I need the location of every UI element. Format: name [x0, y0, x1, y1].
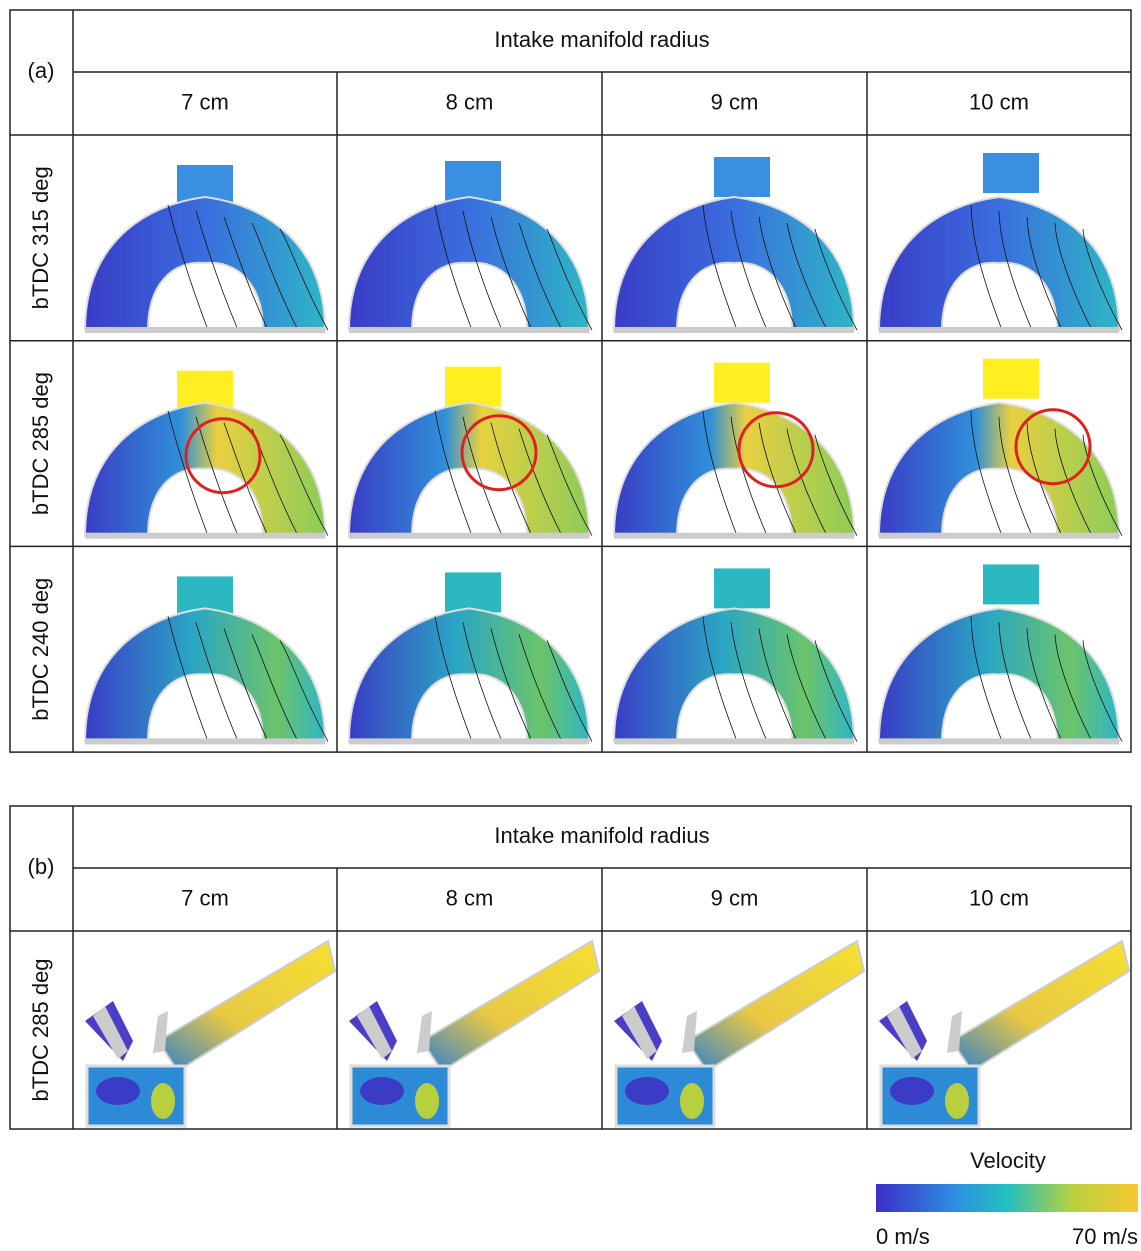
colorbar-title: Velocity: [970, 1148, 1046, 1173]
colorbar-min: 0 m/s: [876, 1224, 930, 1249]
simulation-image: [614, 568, 857, 744]
base: [349, 327, 589, 333]
port-tube: [952, 941, 1129, 1071]
port-tube: [158, 941, 335, 1071]
base: [85, 738, 325, 744]
simulation-image: [85, 371, 328, 539]
manifold-stem: [445, 161, 501, 201]
base: [879, 738, 1119, 744]
simulation-image: [349, 941, 599, 1126]
vortex: [415, 1083, 439, 1119]
base: [614, 738, 854, 744]
simulation-image: [614, 363, 857, 539]
base: [614, 533, 854, 539]
simulation-image: [614, 941, 864, 1126]
port-tube: [687, 941, 864, 1071]
colorbar: [876, 1184, 1138, 1212]
column-label: 10 cm: [969, 885, 1029, 910]
simulation-image: [349, 572, 592, 744]
base: [349, 738, 589, 744]
valve-stem: [622, 1006, 697, 1059]
header: Intake manifold radius: [494, 823, 709, 848]
column-label: 9 cm: [711, 885, 759, 910]
manifold-arch: [349, 403, 589, 536]
vortex: [151, 1083, 175, 1119]
valve-stem: [93, 1006, 168, 1059]
simulation-image: [349, 161, 592, 333]
manifold-stem: [983, 359, 1039, 399]
figure: Velocity 0 m/s 70 m/s (a) Intake manifold…: [0, 0, 1141, 1251]
manifold-stem: [714, 157, 770, 197]
panel-label: (b): [28, 854, 55, 879]
simulation-image: [614, 157, 857, 333]
base: [614, 327, 854, 333]
vortex: [945, 1083, 969, 1119]
manifold-stem: [445, 572, 501, 612]
vortex: [680, 1083, 704, 1119]
base: [349, 533, 589, 539]
base: [879, 533, 1119, 539]
colorbar-max: 70 m/s: [1072, 1224, 1138, 1249]
vortex: [625, 1077, 669, 1105]
manifold-stem: [983, 564, 1039, 604]
simulation-image: [879, 941, 1129, 1126]
simulation-image: [85, 576, 328, 744]
column-label: 7 cm: [181, 89, 229, 114]
manifold-arch: [85, 608, 325, 741]
row-label: bTDC 285 deg: [28, 958, 53, 1101]
simulation-image: [879, 153, 1122, 333]
valve-stem: [887, 1006, 962, 1059]
simulation-image: [85, 165, 328, 333]
base: [85, 533, 325, 539]
simulation-image: [879, 564, 1122, 744]
row-label: bTDC 240 deg: [28, 578, 53, 721]
simulation-image: [85, 941, 335, 1126]
manifold-arch: [349, 608, 589, 741]
manifold-stem: [445, 367, 501, 407]
base: [879, 327, 1119, 333]
manifold-arch: [614, 403, 854, 536]
port-tube: [422, 941, 599, 1071]
manifold-arch: [614, 608, 854, 741]
vortex: [96, 1077, 140, 1105]
simulation-image: [879, 359, 1122, 539]
column-label: 7 cm: [181, 885, 229, 910]
vortex: [360, 1077, 404, 1105]
row-label: bTDC 285 deg: [28, 372, 53, 515]
column-label: 10 cm: [969, 89, 1029, 114]
simulation-image: [349, 367, 592, 539]
column-label: 8 cm: [446, 89, 494, 114]
row-label: bTDC 315 deg: [28, 166, 53, 309]
manifold-arch: [85, 197, 325, 330]
vortex: [890, 1077, 934, 1105]
column-label: 9 cm: [711, 89, 759, 114]
valve-stem: [357, 1006, 432, 1059]
manifold-stem: [714, 363, 770, 403]
manifold-arch: [614, 197, 854, 330]
base: [85, 327, 325, 333]
manifold-stem: [983, 153, 1039, 193]
manifold-arch: [349, 197, 589, 330]
column-label: 8 cm: [446, 885, 494, 910]
panel-label: (a): [28, 58, 55, 83]
header: Intake manifold radius: [494, 27, 709, 52]
manifold-stem: [714, 568, 770, 608]
